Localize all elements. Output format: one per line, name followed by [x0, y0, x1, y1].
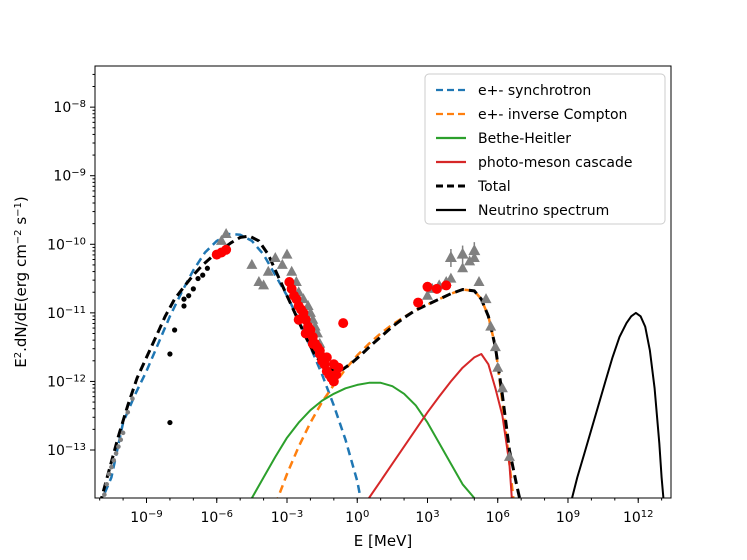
black-dots-point-4 — [190, 286, 196, 292]
grey-triangles-point-29 — [473, 276, 485, 286]
grey-dots-point-2 — [106, 471, 112, 477]
x-tick-label-4: 103 — [415, 509, 439, 527]
grey-triangles-point-9 — [286, 265, 298, 276]
grey-triangles-point-30 — [480, 293, 492, 304]
grey-dots-point-8 — [120, 430, 126, 436]
grey-dots-point-9 — [125, 409, 131, 415]
grey-triangles-point-25 — [445, 272, 457, 283]
black-dots-point-7 — [204, 265, 210, 271]
grey-triangles-point-8 — [281, 248, 293, 259]
x-tick-label-3: 100 — [345, 509, 369, 527]
red-points-point-27 — [300, 328, 311, 339]
red-points-point-35 — [441, 280, 452, 291]
black-dots-point-0 — [167, 351, 173, 357]
red-points-point-32 — [413, 297, 424, 308]
black-dots-point-1 — [172, 327, 178, 333]
black-dots-point-3 — [186, 293, 192, 299]
grey-triangles-point-7 — [276, 258, 288, 269]
series-line-5 — [571, 311, 665, 498]
grey-triangles-point-31 — [485, 320, 497, 331]
y-tick-label-2: 10−10 — [47, 236, 86, 254]
red-points-point-34 — [431, 283, 442, 294]
grey-dots-point-10 — [130, 396, 135, 401]
legend-label-3: photo-meson cascade — [478, 155, 632, 171]
x-tick-label-0: 10−9 — [130, 509, 163, 527]
grey-dots-point-1 — [104, 481, 110, 487]
red-points-point-28 — [307, 338, 318, 349]
grey-triangles-point-2 — [246, 258, 258, 269]
grey-triangles-point-27 — [464, 255, 476, 266]
x-tick-label-2: 10−3 — [271, 509, 304, 527]
grey-triangles-point-5 — [262, 265, 274, 276]
legend-label-1: e+- inverse Compton — [478, 107, 627, 123]
series-line-2 — [251, 381, 476, 498]
black-dots-point-6 — [200, 272, 206, 278]
series-layer — [100, 232, 665, 498]
grey-triangles-point-35 — [503, 450, 515, 461]
x-axis-label: E [MeV] — [354, 532, 412, 550]
y-axis: 10−8 10−9 10−10 10−11 10−12 10−13 — [47, 73, 95, 460]
observation-layer — [102, 228, 515, 497]
grey-triangles-point-26 — [457, 262, 469, 273]
y-tick-label-5: 10−13 — [47, 442, 86, 460]
y-tick-label-4: 10−12 — [47, 373, 86, 391]
plot-frame — [94, 65, 672, 499]
series-line-0 — [101, 232, 362, 498]
red-points-point-26 — [293, 314, 304, 325]
grey-dots-point-3 — [109, 464, 114, 470]
red-points-point-30 — [321, 352, 332, 363]
grey-dots-point-7 — [118, 437, 124, 443]
red-points-point-2 — [221, 244, 232, 255]
black-dots-point-8 — [167, 419, 173, 426]
grey-dots-point-0 — [102, 492, 107, 497]
red-points-point-33 — [422, 281, 433, 292]
grey-dots-point-6 — [116, 444, 121, 449]
x-axis: 10−9 10−6 10−3 100 103 106 109 1012 — [99, 498, 663, 527]
legend-label-5: Neutrino spectrum — [478, 203, 609, 219]
grey-triangles-point-4 — [258, 279, 270, 290]
svg-text:E2.dN/dE(erg cm−2 s−1): E2.dN/dE(erg cm−2 s−1) — [12, 196, 30, 368]
y-tick-label-0: 10−8 — [53, 99, 86, 117]
black-dots-point-9 — [181, 296, 187, 302]
grey-triangles-point-33 — [492, 361, 504, 372]
y-axis-label: E2.dN/dE(erg cm−2 s−1) — [12, 196, 30, 368]
y-tick-label-3: 10−11 — [47, 304, 86, 322]
red-points-point-25 — [338, 318, 349, 329]
red-points-point-29 — [314, 345, 325, 356]
grey-dots-point-4 — [111, 457, 117, 463]
grey-triangles-point-32 — [489, 341, 501, 352]
black-dots-point-2 — [181, 303, 187, 309]
x-tick-label-6: 109 — [556, 509, 580, 527]
grey-triangles-point-0 — [215, 234, 227, 245]
series-line-3 — [368, 353, 513, 498]
legend: e+- synchrotron e+- inverse Compton Bethe-… — [424, 73, 666, 225]
x-tick-label-1: 10−6 — [200, 509, 233, 527]
grey-triangles-point-6 — [269, 252, 281, 262]
legend-label-4: Total — [477, 179, 511, 195]
grey-dots-point-5 — [113, 451, 119, 456]
grey-triangles-point-21 — [421, 289, 433, 300]
x-tick-label-7: 1012 — [623, 509, 654, 527]
legend-label-0: e+- synchrotron — [478, 83, 591, 99]
legend-label-2: Bethe-Heitler — [478, 131, 571, 147]
red-points-point-31 — [328, 359, 339, 370]
grey-triangles-point-34 — [496, 382, 508, 393]
x-tick-label-5: 106 — [486, 509, 510, 527]
y-tick-label-1: 10−9 — [53, 167, 86, 185]
grey-triangles-point-1 — [220, 228, 232, 238]
black-dots-point-5 — [195, 275, 201, 282]
